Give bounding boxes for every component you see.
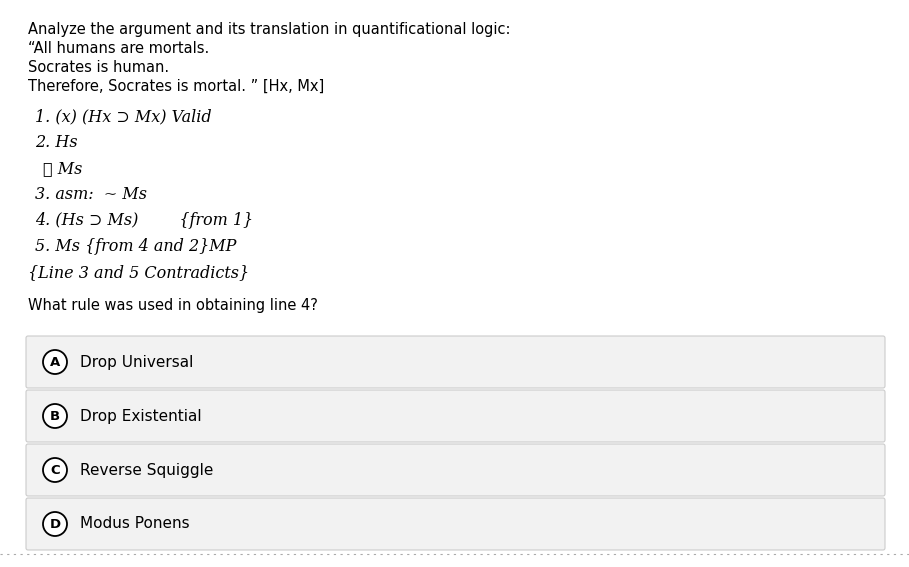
Circle shape [43, 512, 67, 536]
Text: 1. (x) (Hx ⊃ Mx) Valid: 1. (x) (Hx ⊃ Mx) Valid [35, 108, 212, 125]
Text: 2. Hs: 2. Hs [35, 134, 77, 151]
Text: Socrates is human.: Socrates is human. [28, 60, 169, 75]
Text: 3. asm:  ~ Ms: 3. asm: ~ Ms [35, 186, 147, 203]
Text: C: C [50, 463, 60, 476]
Circle shape [43, 350, 67, 374]
Text: Therefore, Socrates is mortal. ” [Hx, Mx]: Therefore, Socrates is mortal. ” [Hx, Mx… [28, 79, 325, 94]
Text: 4. (Hs ⊃ Ms)        {from 1}: 4. (Hs ⊃ Ms) {from 1} [35, 212, 253, 229]
Text: Drop Existential: Drop Existential [80, 408, 202, 424]
Text: A: A [50, 356, 60, 369]
FancyBboxPatch shape [26, 390, 885, 442]
Circle shape [43, 458, 67, 482]
Text: ∴ Ms: ∴ Ms [43, 160, 83, 177]
Text: What rule was used in obtaining line 4?: What rule was used in obtaining line 4? [28, 298, 318, 313]
Text: B: B [50, 409, 60, 422]
Text: Drop Universal: Drop Universal [80, 354, 194, 370]
FancyBboxPatch shape [26, 444, 885, 496]
Text: Modus Ponens: Modus Ponens [80, 517, 190, 531]
Text: D: D [49, 518, 61, 531]
FancyBboxPatch shape [26, 498, 885, 550]
Text: Reverse Squiggle: Reverse Squiggle [80, 463, 214, 477]
Text: 5. Ms {from 4 and 2}MP: 5. Ms {from 4 and 2}MP [35, 238, 236, 255]
Text: {Line 3 and 5 Contradicts}: {Line 3 and 5 Contradicts} [28, 264, 249, 281]
FancyBboxPatch shape [26, 336, 885, 388]
Text: Analyze the argument and its translation in quantificational logic:: Analyze the argument and its translation… [28, 22, 511, 37]
Circle shape [43, 404, 67, 428]
Text: “All humans are mortals.: “All humans are mortals. [28, 41, 209, 56]
